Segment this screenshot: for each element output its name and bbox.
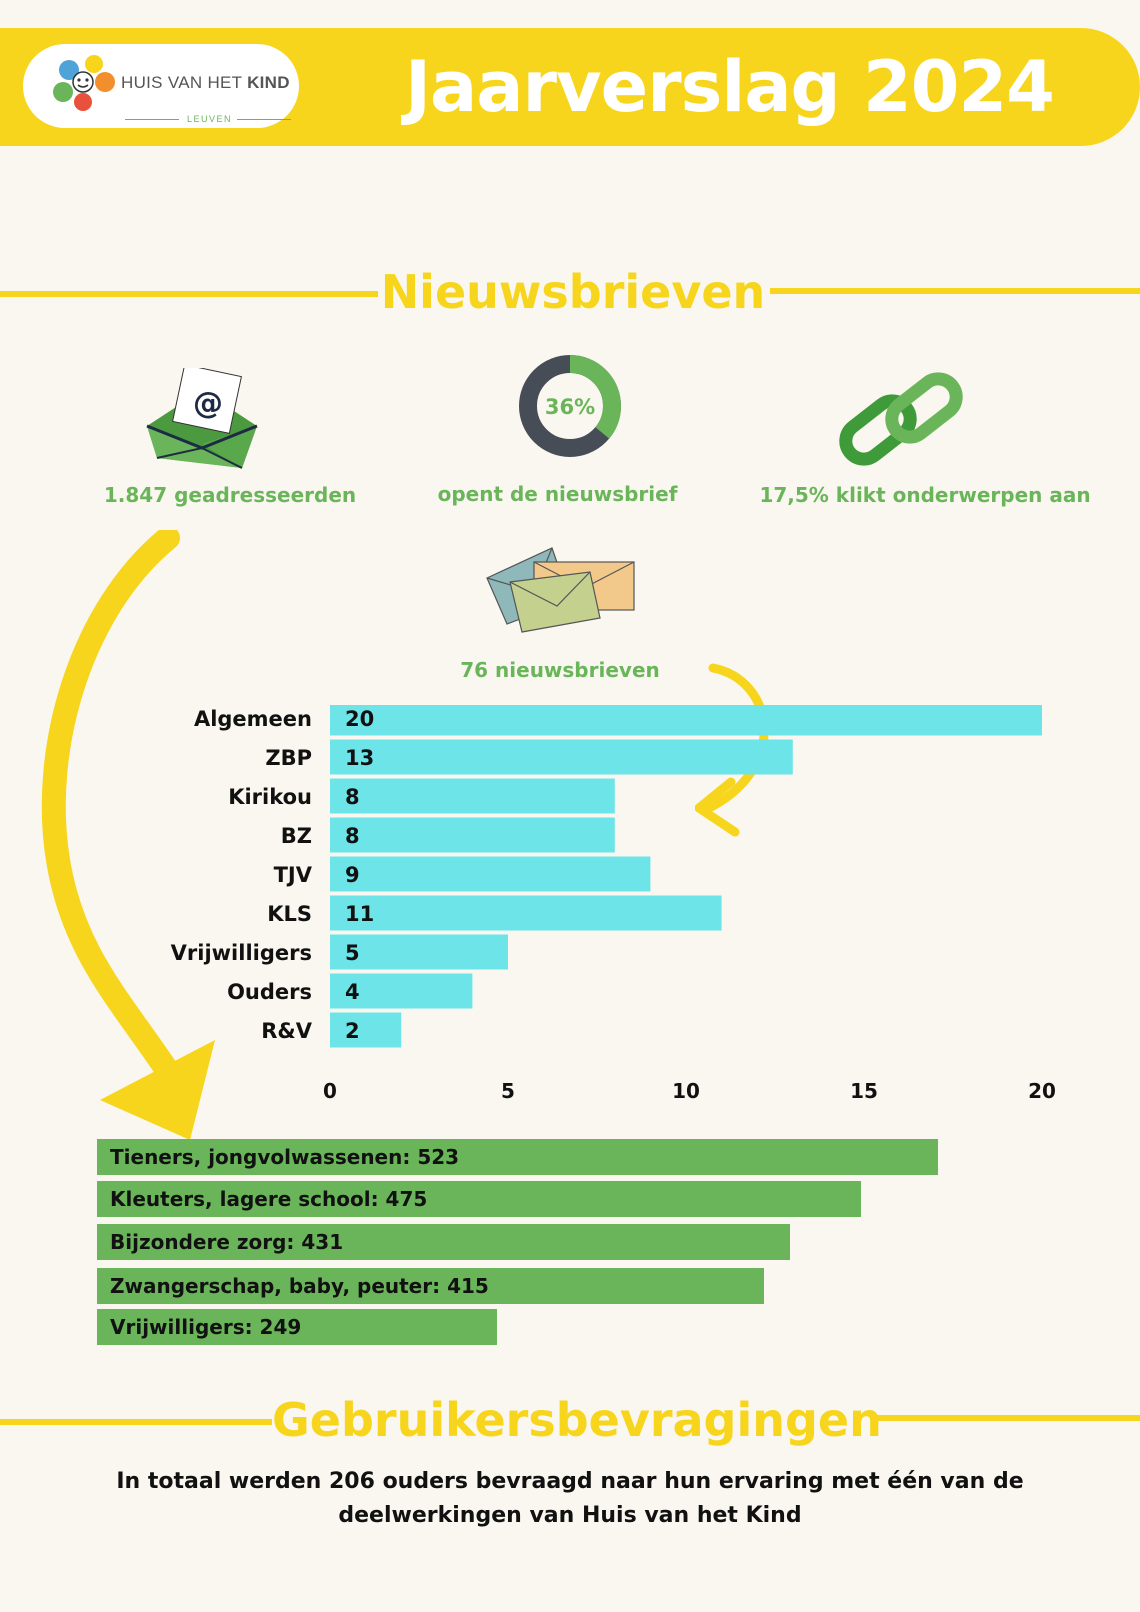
bar-7 — [330, 973, 473, 1009]
section-divider — [770, 288, 1140, 294]
category-label: TJV — [274, 863, 313, 887]
category-label: Vrijwilligers — [171, 941, 312, 965]
data-label: 5 — [345, 941, 360, 965]
data-label: 11 — [345, 902, 374, 926]
page-title: Jaarverslag 2024 — [405, 46, 1055, 128]
envelopes-icon — [482, 540, 642, 644]
category-label: BZ — [281, 824, 312, 848]
x-tick-label: 5 — [501, 1079, 515, 1103]
logo-divider — [237, 119, 291, 120]
target-group-label: Zwangerschap, baby, peuter: 415 — [110, 1274, 489, 1298]
bar-8 — [330, 1012, 402, 1048]
bar-0 — [330, 705, 1042, 736]
flower-logo-icon — [53, 55, 115, 111]
open-rate-value: 36% — [545, 395, 595, 419]
bar-4 — [330, 856, 651, 892]
section-divider — [0, 1419, 272, 1425]
target-group-label: Bijzondere zorg: 431 — [110, 1230, 344, 1254]
target-group-bar: Vrijwilligers: 249 — [97, 1309, 498, 1345]
target-group-bar: Bijzondere zorg: 431 — [97, 1224, 791, 1260]
bar-5 — [330, 895, 722, 931]
category-label: R&V — [261, 1019, 312, 1043]
bar-1 — [330, 739, 793, 775]
section-divider — [0, 291, 378, 297]
section-title-newsletters: Nieuwsbrieven — [380, 265, 766, 319]
curved-arrow-icon — [41, 530, 215, 1140]
newsletter-count-label: 76 nieuwsbrieven — [460, 658, 660, 682]
bar-3 — [330, 817, 615, 853]
x-tick-label: 15 — [850, 1079, 878, 1103]
survey-description: In totaal werden 206 ouders bevraagd naa… — [116, 1469, 1024, 1528]
target-group-bar: Tieners, jongvolwassenen: 523 — [97, 1139, 938, 1175]
x-tick-label: 20 — [1028, 1079, 1056, 1103]
data-label: 4 — [345, 980, 360, 1004]
data-label: 2 — [345, 1019, 360, 1043]
logo-divider — [125, 119, 179, 120]
section-title-surveys: Gebruikersbevragingen — [272, 1393, 882, 1447]
section-divider — [872, 1415, 1140, 1421]
logo-text: HUIS VAN HET KIND — [121, 73, 290, 92]
donut-chart-icon: 36% — [517, 353, 623, 463]
open-rate-label: opent de nieuwsbrief — [437, 482, 678, 506]
data-label: 8 — [345, 824, 360, 848]
category-label: ZBP — [265, 746, 312, 770]
open-envelope-at-icon: @ — [142, 364, 262, 482]
target-group-label: Tieners, jongvolwassenen: 523 — [110, 1145, 460, 1169]
target-group-label: Kleuters, lagere school: 475 — [110, 1187, 428, 1211]
bar-2 — [330, 778, 615, 814]
click-rate-label: 17,5% klikt onderwerpen aan — [759, 483, 1091, 507]
bar-6 — [330, 934, 508, 970]
logo[interactable]: HUIS VAN HET KIND LEUVEN — [23, 44, 299, 128]
svg-text:@: @ — [193, 386, 223, 421]
data-label: 13 — [345, 746, 374, 770]
target-group-bar: Kleuters, lagere school: 475 — [97, 1181, 861, 1217]
category-label: Kirikou — [228, 785, 312, 809]
chain-link-icon — [838, 372, 968, 476]
data-label: 8 — [345, 785, 360, 809]
target-group-bar: Zwangerschap, baby, peuter: 415 — [97, 1268, 765, 1304]
header-banner: HUIS VAN HET KIND LEUVEN Jaarverslag 202… — [0, 28, 1140, 146]
logo-subtitle: LEUVEN — [187, 114, 233, 124]
target-group-label: Vrijwilligers: 249 — [110, 1315, 302, 1339]
category-label: Ouders — [227, 980, 312, 1004]
data-label: 9 — [345, 863, 360, 887]
data-label: 20 — [345, 707, 374, 731]
x-tick-label: 10 — [672, 1079, 700, 1103]
x-tick-label: 0 — [323, 1079, 337, 1103]
category-label: Algemeen — [194, 707, 312, 731]
category-label: KLS — [267, 902, 312, 926]
addressees-label: 1.847 geadresseerden — [103, 483, 357, 507]
